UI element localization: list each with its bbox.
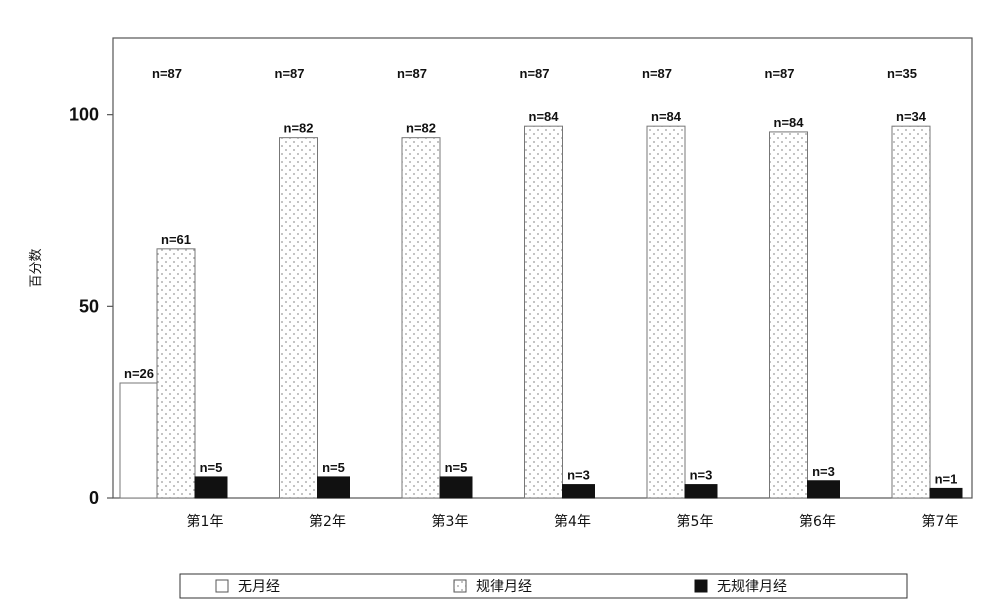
bar-value-label: n=82 (284, 121, 314, 136)
group-total-label: n=35 (887, 66, 917, 81)
bar (562, 484, 595, 499)
bar-value-label: n=3 (812, 464, 835, 479)
bar-value-label: n=84 (651, 109, 682, 124)
x-category-label: 第2年 (309, 513, 346, 530)
legend-swatch (215, 579, 229, 593)
bar-value-label: n=34 (896, 109, 927, 124)
bar (684, 484, 718, 499)
group-total-label: n=87 (275, 66, 305, 81)
x-category-label: 第6年 (799, 513, 836, 530)
bar-value-label: n=26 (124, 366, 154, 381)
x-category-label: 第5年 (677, 513, 714, 530)
bar-value-label: n=5 (322, 460, 345, 475)
group-total-label: n=87 (642, 66, 672, 81)
legend-label: 无规律月经 (717, 579, 787, 595)
group-total-label: n=87 (397, 66, 427, 81)
legend-swatch (453, 579, 467, 593)
y-tick-label: 100 (69, 105, 99, 125)
bar (524, 125, 563, 499)
bar (317, 476, 350, 499)
y-tick-label: 50 (79, 296, 99, 316)
group-total-label: n=87 (765, 66, 795, 81)
group-total-label: n=87 (152, 66, 182, 81)
y-axis-label: 百分数 (29, 248, 44, 287)
bar-value-label: n=84 (774, 115, 805, 130)
bar (279, 137, 318, 499)
bar (156, 248, 196, 499)
x-category-label: 第4年 (554, 513, 591, 530)
x-category-label: 第3年 (432, 513, 469, 530)
bar (119, 382, 159, 499)
bar (891, 125, 931, 499)
bar-value-label: n=3 (567, 468, 590, 483)
bar-value-label: n=3 (690, 468, 713, 483)
legend-box (179, 573, 908, 599)
x-category-label: 第1年 (187, 513, 224, 530)
bar-value-label: n=82 (406, 121, 436, 136)
bar (769, 131, 808, 499)
bar-value-label: n=5 (200, 460, 223, 475)
y-tick-label: 0 (89, 488, 99, 508)
bar (807, 480, 840, 499)
bar-value-label: n=1 (935, 471, 958, 486)
bar (439, 476, 473, 499)
legend: 无月经 规律月经 无规律月经 (179, 573, 908, 599)
x-category-label: 第7年 (922, 513, 959, 530)
legend-label: 规律月经 (476, 579, 532, 595)
bar-value-label: n=5 (445, 460, 468, 475)
bar (194, 476, 228, 499)
bar-value-label: n=61 (161, 232, 191, 247)
group-total-label: n=87 (520, 66, 550, 81)
bar (929, 487, 963, 499)
legend-label: 无月经 (238, 579, 280, 595)
legend-swatch (694, 579, 708, 593)
bar (401, 137, 441, 499)
bar-value-label: n=84 (529, 109, 560, 124)
bar (646, 125, 686, 499)
